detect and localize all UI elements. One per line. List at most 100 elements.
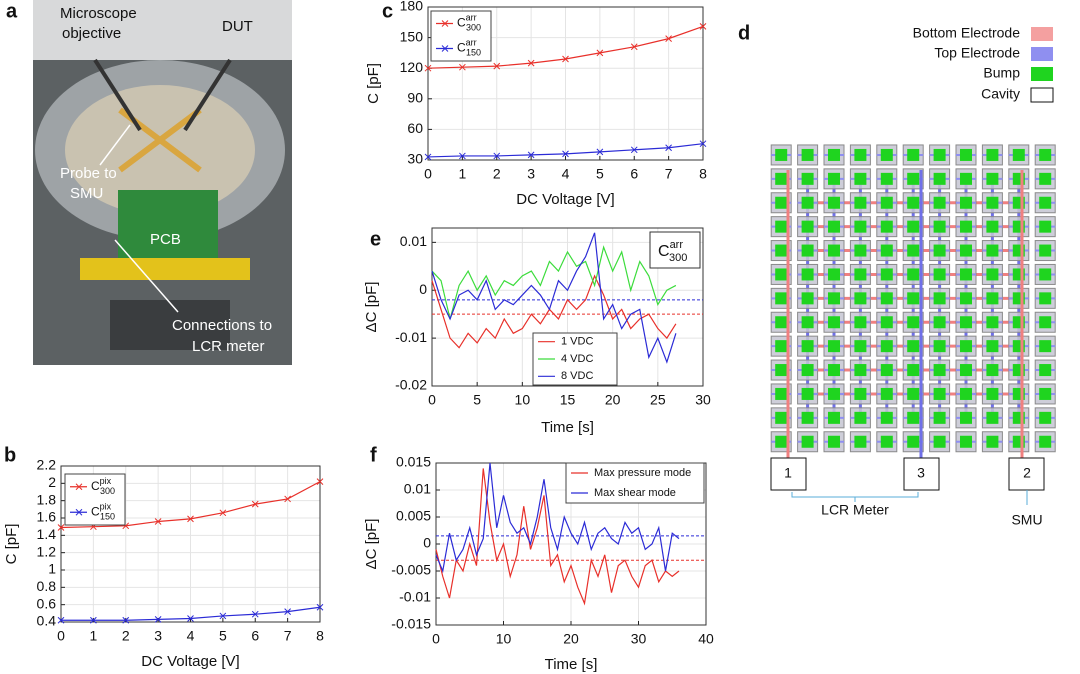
legend-marker [75, 483, 83, 491]
bump [880, 364, 893, 377]
bump [960, 316, 972, 329]
bump [828, 244, 840, 257]
bump [986, 244, 999, 257]
bump [960, 411, 972, 424]
x-tick-label: 8 [699, 166, 707, 182]
bump [960, 364, 972, 377]
terminal-box [770, 457, 807, 491]
point-marker [699, 140, 707, 148]
y-tick-label: -0.015 [391, 616, 431, 632]
series-line [435, 468, 680, 606]
x-tick-label: 10 [515, 392, 531, 408]
panel-label: e [370, 228, 381, 250]
x-tick-label: 25 [650, 392, 666, 408]
legend-label: Max pressure mode [594, 467, 691, 479]
bump [960, 268, 972, 281]
bump [775, 220, 788, 233]
photo-annotation: Connections to [172, 317, 272, 334]
point-marker [284, 495, 291, 503]
bump [933, 220, 946, 233]
bump [907, 411, 920, 424]
point-marker [154, 616, 162, 623]
point-marker [630, 146, 638, 154]
bump [801, 196, 814, 209]
x-axis-label: DC Voltage [V] [141, 653, 239, 670]
bump [775, 411, 788, 424]
bump [854, 316, 867, 329]
legend-label: 8 VDC [561, 370, 593, 382]
x-tick-label: 1 [458, 166, 466, 182]
bump [828, 387, 840, 400]
x-tick-label: 5 [219, 628, 227, 644]
point-marker [424, 64, 432, 72]
bump [1012, 148, 1025, 161]
bump [933, 387, 946, 400]
photo-probe [183, 58, 232, 132]
y-tick-label: -0.01 [399, 589, 431, 605]
bump [1039, 220, 1052, 233]
diagram-legend-label: Bottom Electrode [913, 25, 1021, 41]
legend-box [565, 462, 705, 504]
point-marker [219, 612, 227, 620]
legend-superscript: pix [100, 502, 112, 512]
x-tick-label: 5 [473, 392, 481, 408]
annotation-box [649, 231, 701, 269]
bump [1039, 292, 1052, 305]
x-tick-label: 3 [154, 628, 162, 644]
photo-probe [93, 58, 142, 132]
bump [933, 435, 946, 448]
bump [775, 196, 788, 209]
bump [986, 387, 999, 400]
legend-marker [441, 45, 449, 52]
x-tick-label: 1 [89, 628, 97, 644]
y-tick-label: -0.01 [395, 329, 427, 345]
point-marker [665, 35, 672, 42]
bump [933, 196, 946, 209]
bump [880, 387, 893, 400]
point-marker [562, 55, 569, 63]
panel-label: c [382, 0, 393, 22]
legend-marker [441, 20, 449, 27]
bump [801, 364, 814, 377]
x-tick-label: 4 [562, 166, 570, 182]
legend-name: C [91, 504, 100, 518]
legend-name: C [457, 16, 466, 30]
x-tick-label: 15 [560, 392, 576, 408]
bump [960, 340, 972, 353]
bump [775, 268, 788, 281]
bump [801, 387, 814, 400]
legend-swatch [1031, 27, 1053, 41]
y-tick-label: 2.2 [37, 457, 57, 473]
diagram: Bottom Electrode Top Electrode Bump Cavi… [770, 25, 1056, 528]
bump [854, 244, 867, 257]
photo-annotation: DUT [222, 18, 253, 35]
bump [960, 220, 972, 233]
lcr-label: LCR Meter [821, 502, 889, 518]
bump [775, 340, 788, 353]
bump [828, 411, 840, 424]
bump [986, 172, 999, 185]
bump [854, 340, 867, 353]
point-marker [251, 610, 259, 618]
bump [1012, 244, 1025, 257]
y-axis-label: C [pF] [3, 524, 20, 565]
bump [907, 220, 920, 233]
bump [986, 292, 999, 305]
point-marker [699, 23, 707, 30]
y-tick-label: 90 [407, 90, 423, 106]
bump [1039, 316, 1052, 329]
series-line [431, 245, 677, 320]
bump [960, 292, 972, 305]
panel-label: d [738, 22, 750, 44]
y-axis-label: C [pF] [365, 63, 382, 104]
legend-label: Carr 300 [457, 13, 481, 33]
bump [880, 435, 893, 448]
y-tick-label: 0 [419, 281, 427, 297]
plot-frame [60, 465, 321, 623]
bump [960, 435, 972, 448]
x-tick-label: 30 [631, 631, 647, 647]
x-tick-label: 7 [284, 628, 292, 644]
legend-swatch [1030, 87, 1054, 103]
point-marker [424, 153, 432, 161]
legend-name: C [457, 41, 466, 55]
